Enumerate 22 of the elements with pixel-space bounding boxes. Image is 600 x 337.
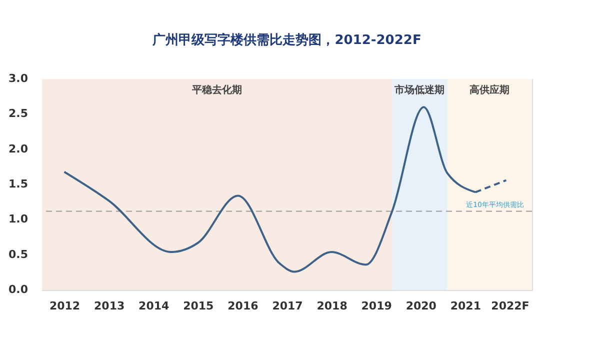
band-label: 平稳去化期 [191,84,242,96]
y-tick-label: 1.0 [8,212,28,226]
x-tick-label: 2017 [272,300,303,312]
x-tick-label: 2016 [228,300,259,312]
x-tick-label: 2012 [49,300,80,312]
x-tick-label: 2013 [94,300,125,312]
y-tick-label: 2.5 [8,107,28,120]
x-tick-label: 2021 [450,300,481,312]
x-tick-label: 2022F [491,300,530,312]
y-tick-label: 3.0 [8,72,28,85]
chart-title: 广州甲级写字楼供需比走势图，2012-2022F [152,32,422,48]
y-tick-label: 0.5 [8,248,28,261]
y-tick-label: 2.0 [8,142,28,156]
y-tick-label: 0.0 [8,283,28,296]
band-label: 高供应期 [470,84,510,96]
x-tick-label: 2014 [138,300,170,312]
x-tick-label: 2019 [361,300,392,312]
x-tick-label: 2015 [183,300,214,312]
band-label: 市场低迷期 [394,84,445,96]
x-tick-label: 2020 [406,300,437,312]
x-tick-label: 2018 [316,300,348,312]
y-tick-label: 1.5 [8,178,28,190]
